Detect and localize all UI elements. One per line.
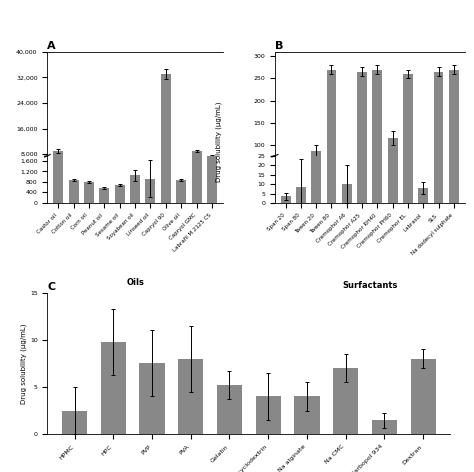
Text: C: C <box>47 282 55 292</box>
Bar <box>191 0 201 203</box>
Bar <box>69 177 79 180</box>
X-axis label: Oils: Oils <box>126 278 144 287</box>
Bar <box>327 0 337 203</box>
Bar <box>84 177 94 180</box>
Bar <box>255 396 281 434</box>
Bar <box>217 385 242 434</box>
Bar <box>418 188 428 203</box>
Bar <box>342 184 352 203</box>
X-axis label: Surfactants: Surfactants <box>342 281 397 290</box>
Bar <box>139 363 164 434</box>
Bar <box>373 0 383 203</box>
Bar <box>388 138 398 189</box>
Bar <box>449 69 459 189</box>
Bar <box>161 74 171 180</box>
Bar <box>357 0 367 203</box>
Bar <box>403 0 413 203</box>
Bar <box>296 185 306 189</box>
Bar <box>281 187 291 189</box>
Bar <box>281 196 291 203</box>
Bar <box>146 177 155 180</box>
Text: A: A <box>47 41 56 51</box>
Bar <box>178 359 203 434</box>
Bar <box>388 0 398 203</box>
Bar <box>100 188 109 203</box>
Bar <box>342 185 352 189</box>
Bar <box>130 177 140 180</box>
Bar <box>161 0 171 203</box>
Bar <box>327 69 337 189</box>
Bar <box>100 342 126 434</box>
Bar <box>403 74 413 189</box>
Bar <box>410 359 436 434</box>
Bar <box>311 152 321 189</box>
Bar <box>130 176 140 203</box>
Bar <box>69 180 79 203</box>
Bar <box>100 178 109 180</box>
Bar <box>115 177 125 180</box>
Bar <box>53 0 63 203</box>
Bar <box>449 0 459 203</box>
Bar <box>191 151 201 180</box>
Text: B: B <box>275 41 283 51</box>
Bar <box>207 157 217 180</box>
Bar <box>296 187 306 203</box>
Bar <box>434 0 444 203</box>
Y-axis label: Drug solubility (μg/mL): Drug solubility (μg/mL) <box>215 101 222 182</box>
Bar <box>373 69 383 189</box>
Bar <box>434 72 444 189</box>
Bar <box>84 182 94 203</box>
Bar <box>418 185 428 189</box>
Bar <box>176 180 186 203</box>
Bar <box>176 177 186 180</box>
Bar <box>207 14 217 203</box>
Bar <box>62 411 87 434</box>
Bar <box>115 185 125 203</box>
Y-axis label: Drug solubility (μg/mL): Drug solubility (μg/mL) <box>21 323 27 404</box>
Bar <box>333 368 358 434</box>
Bar <box>311 42 321 203</box>
Bar <box>357 72 367 189</box>
Bar <box>372 420 397 434</box>
Bar <box>294 396 319 434</box>
Bar <box>146 178 155 203</box>
Bar <box>53 151 63 180</box>
